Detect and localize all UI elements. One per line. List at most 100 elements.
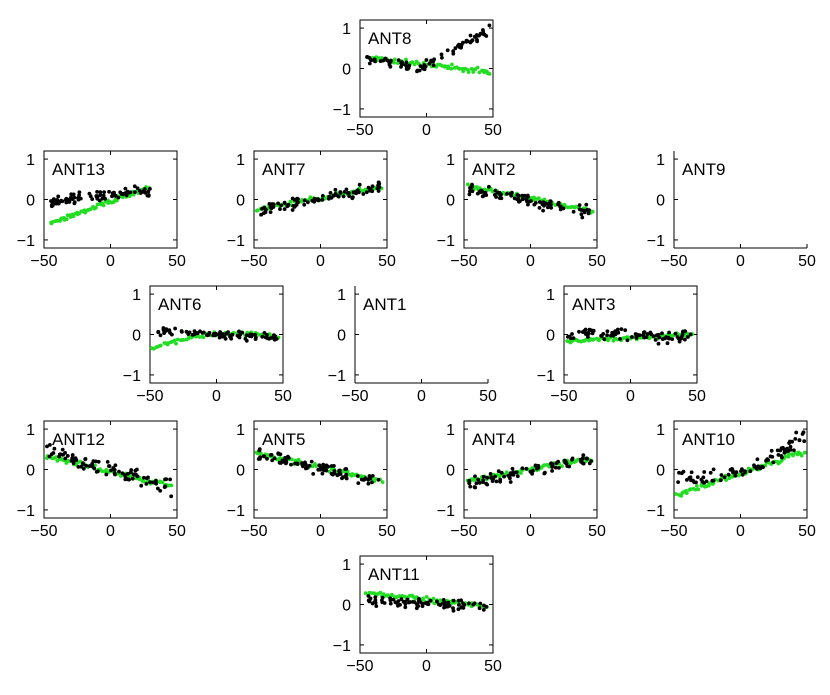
y-tick-label: 1 xyxy=(656,422,665,439)
observed-point xyxy=(490,479,495,483)
model-point xyxy=(404,57,408,62)
observed-point xyxy=(587,327,592,332)
observed-point xyxy=(476,477,480,482)
observed-point xyxy=(69,195,73,200)
model-point xyxy=(449,66,454,71)
observed-point xyxy=(441,598,446,602)
observed-point xyxy=(376,477,381,482)
observed-point xyxy=(797,438,802,443)
observed-point xyxy=(781,445,785,450)
observed-point xyxy=(644,335,649,339)
panel-ant11: −1 0 1 −50 0 50 ANT11 xyxy=(333,555,502,675)
model-point xyxy=(477,70,482,75)
observed-point xyxy=(470,38,475,42)
observed-point xyxy=(537,200,542,204)
observed-point xyxy=(610,330,615,335)
x-tick-label: 0 xyxy=(106,523,115,540)
observed-point xyxy=(474,481,479,486)
model-point xyxy=(591,337,596,342)
y-tick-label: −1 xyxy=(328,368,346,385)
observed-point xyxy=(377,185,382,190)
model-point xyxy=(693,487,698,492)
model-point xyxy=(94,205,98,210)
observed-point xyxy=(403,602,408,606)
observed-point xyxy=(530,471,534,476)
model-point xyxy=(688,487,693,492)
model-point xyxy=(95,202,100,207)
observed-point xyxy=(374,604,379,608)
observed-point xyxy=(122,473,127,477)
y-tick-label: 0 xyxy=(546,328,555,345)
panel-title: ANT6 xyxy=(158,295,201,314)
observed-point xyxy=(471,602,476,607)
observed-point xyxy=(168,477,173,482)
observed-point xyxy=(129,468,134,472)
observed-point xyxy=(584,202,589,207)
observed-point xyxy=(651,334,656,339)
observed-point xyxy=(630,335,634,339)
observed-point xyxy=(507,474,512,479)
y-tick-label: 1 xyxy=(446,152,455,169)
observed-point xyxy=(577,329,581,334)
panel-ant10: −1 0 1 −50 0 50 ANT10 xyxy=(647,420,816,540)
observed-point xyxy=(67,200,72,204)
observed-point xyxy=(309,459,314,464)
model-point xyxy=(175,337,180,342)
observed-point xyxy=(570,457,574,462)
model-point xyxy=(288,199,293,204)
panel-title: ANT2 xyxy=(472,160,515,179)
panel-ant2: −1 0 1 −50 0 50 ANT2 xyxy=(437,150,606,270)
y-tick-label: 1 xyxy=(132,287,141,304)
observed-point xyxy=(494,195,498,199)
observed-point xyxy=(295,196,299,201)
observed-point xyxy=(581,453,586,457)
observed-point xyxy=(391,597,396,602)
observed-point xyxy=(740,472,745,477)
observed-point xyxy=(281,460,286,464)
observed-point xyxy=(124,191,128,196)
observed-point xyxy=(282,201,287,206)
observed-point xyxy=(563,460,568,465)
model-point xyxy=(679,494,684,498)
observed-point xyxy=(206,332,211,337)
observed-point xyxy=(484,604,489,609)
y-tick-label: 0 xyxy=(342,62,351,79)
observed-point xyxy=(343,474,348,479)
observed-point xyxy=(439,52,444,57)
observed-point xyxy=(531,468,535,473)
observed-point xyxy=(396,58,401,62)
observed-point xyxy=(456,607,461,612)
observed-point xyxy=(368,188,372,193)
observed-point xyxy=(623,328,628,333)
model-point xyxy=(707,481,712,485)
model-point xyxy=(446,64,451,69)
model-point xyxy=(791,453,795,458)
observed-point xyxy=(201,330,206,335)
observed-point xyxy=(304,466,308,471)
observed-point xyxy=(711,467,716,472)
observed-point xyxy=(161,326,166,330)
observed-point xyxy=(493,474,497,479)
observed-point xyxy=(502,474,506,479)
x-tick-label: 50 xyxy=(378,523,396,540)
observed-point xyxy=(194,331,199,336)
x-tick-label: 50 xyxy=(484,122,502,139)
x-tick-label: −50 xyxy=(240,253,267,270)
observed-point xyxy=(613,329,618,334)
observed-point xyxy=(399,597,404,602)
observed-point xyxy=(421,66,425,71)
observed-point xyxy=(238,332,243,337)
observed-point xyxy=(634,336,639,340)
observed-point xyxy=(125,477,130,482)
observed-point xyxy=(328,191,333,195)
observed-point xyxy=(338,472,343,476)
observed-point xyxy=(496,469,501,474)
observed-point xyxy=(577,203,582,208)
observed-point xyxy=(478,190,483,195)
observed-point xyxy=(566,335,570,339)
observed-point xyxy=(711,478,716,483)
observed-point xyxy=(453,46,458,51)
observed-point xyxy=(50,452,54,456)
panel-ant4: −1 0 1 −50 0 50 ANT4 xyxy=(437,420,606,540)
observed-point xyxy=(474,34,479,39)
